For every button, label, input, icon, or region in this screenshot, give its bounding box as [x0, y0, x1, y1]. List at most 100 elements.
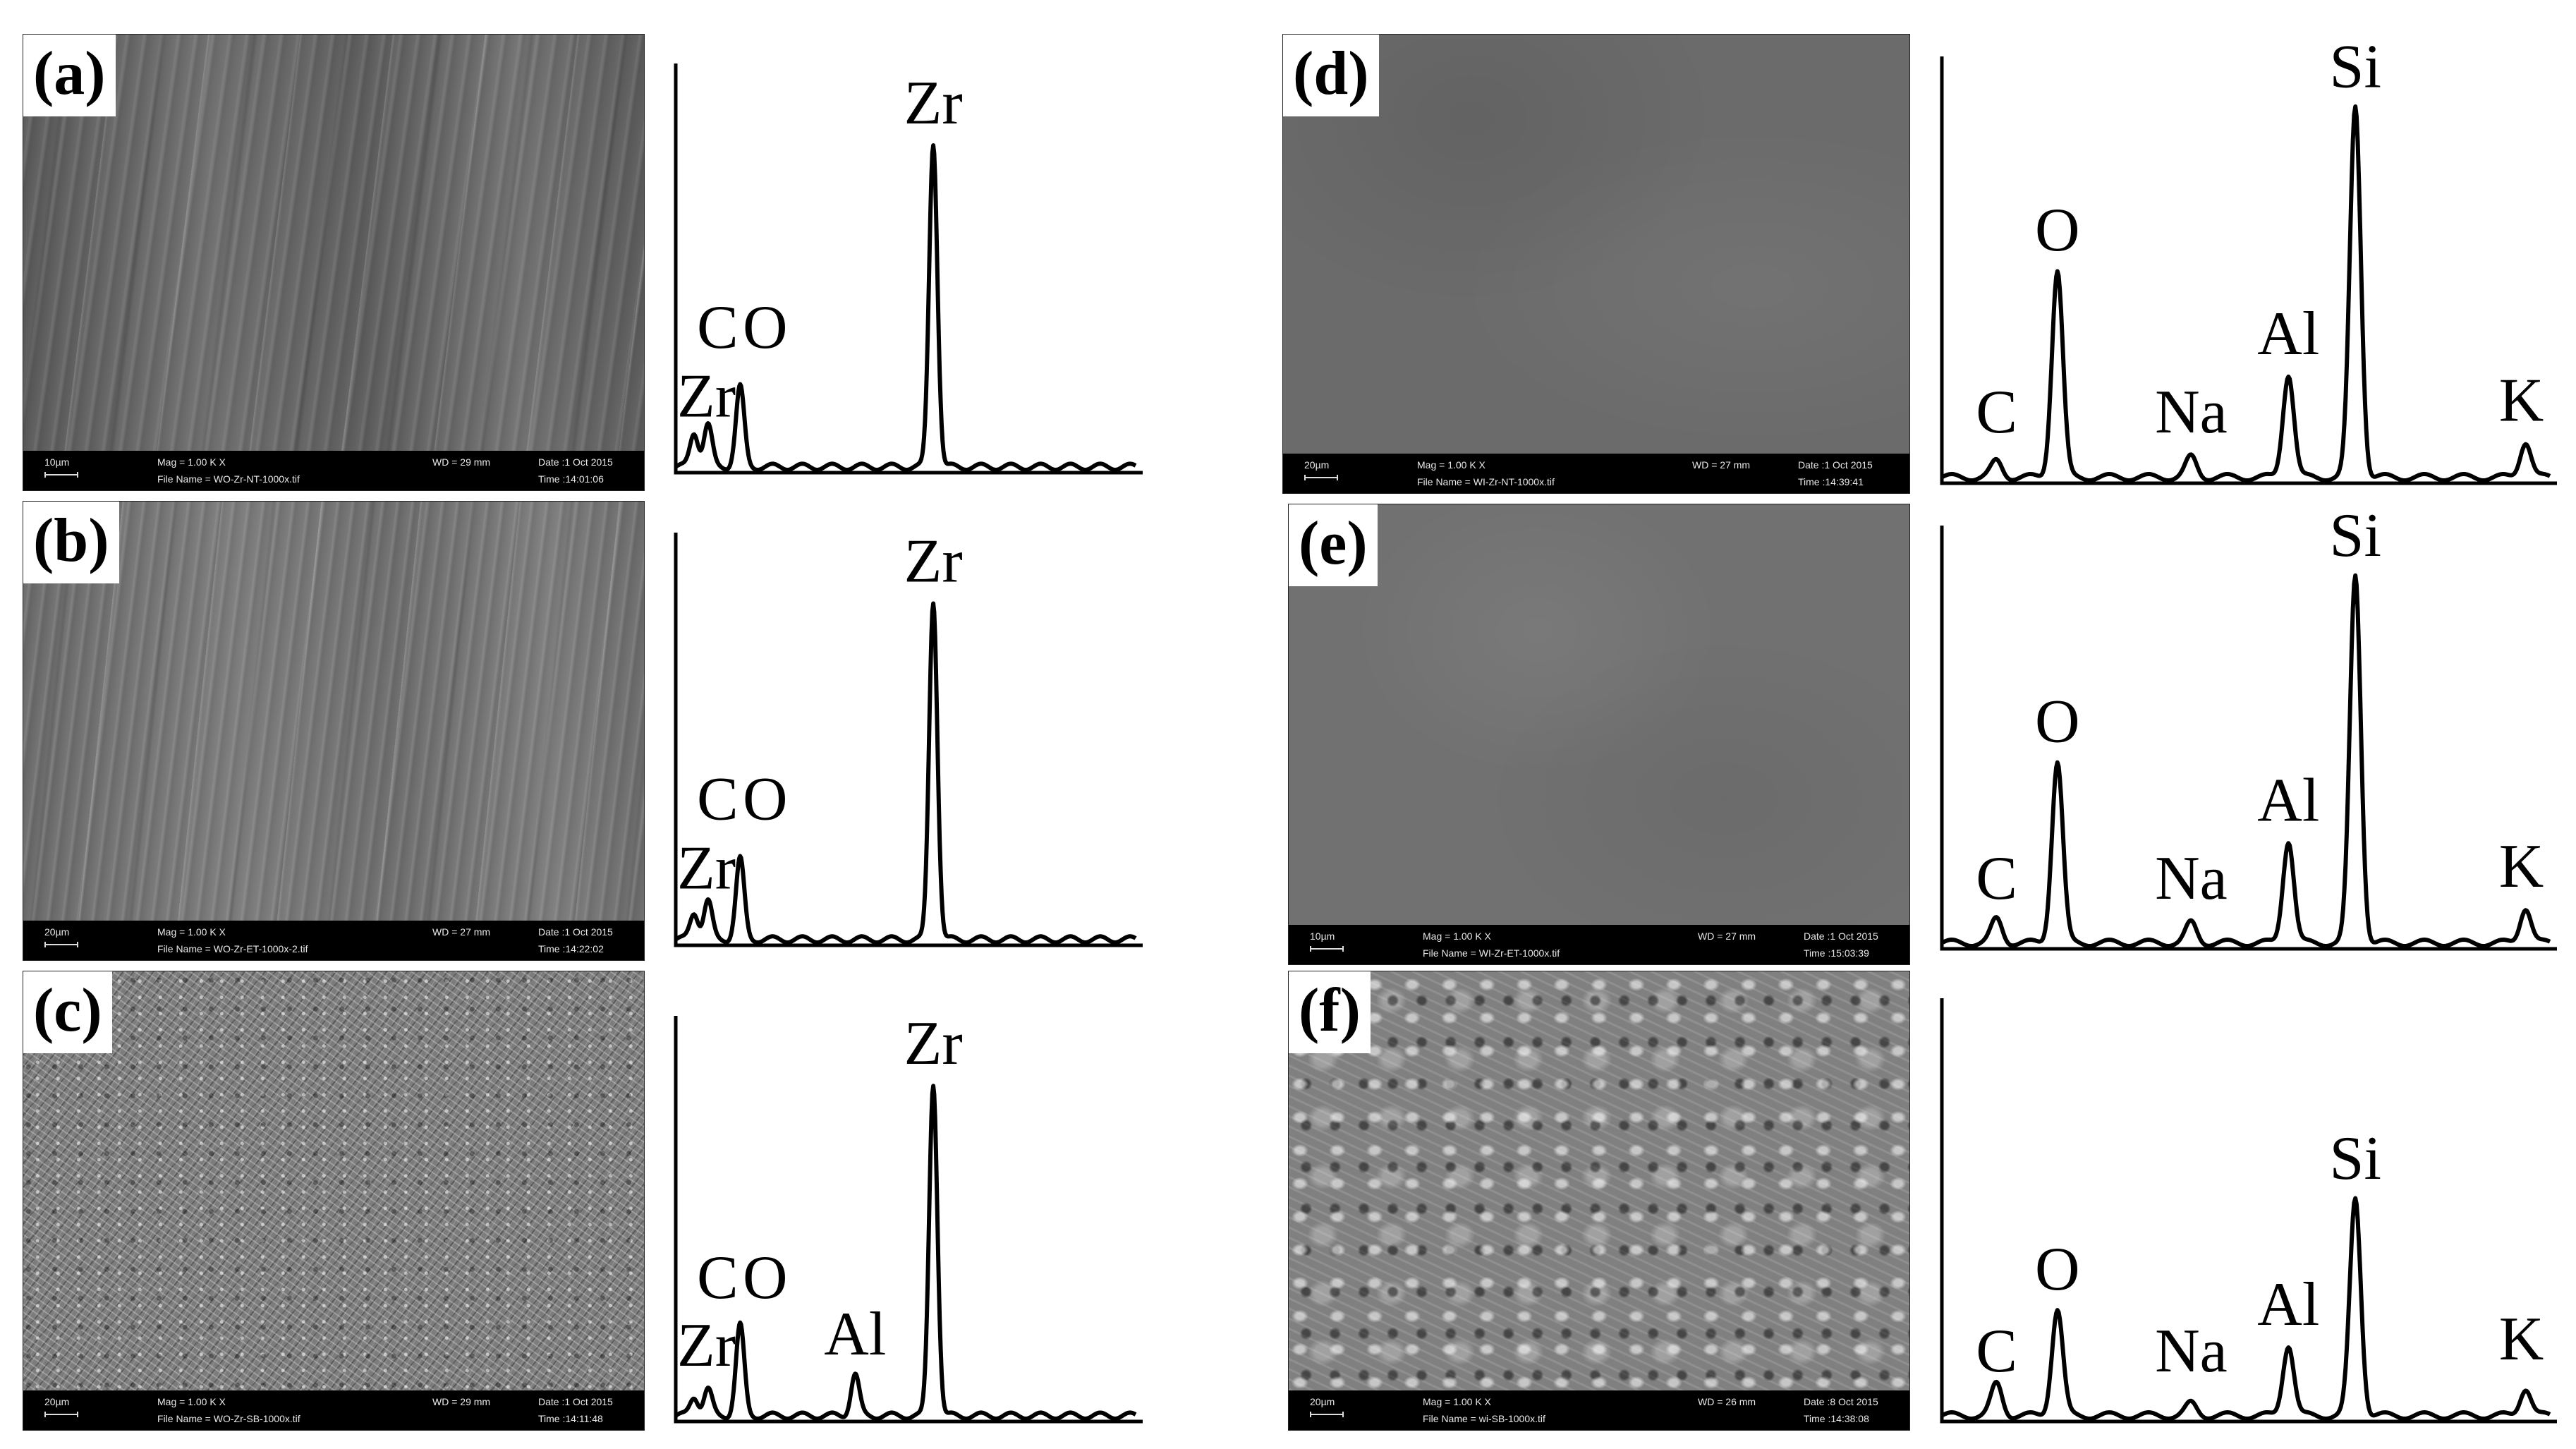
spectrum-line — [674, 601, 1137, 945]
time-text: Time :15:03:39 — [1804, 947, 1869, 959]
peak-label: Zr — [904, 1010, 963, 1078]
peak-label: K — [2499, 366, 2544, 435]
scale-bar — [1310, 1412, 1344, 1417]
file-text: File Name = WO-Zr-NT-1000x.tif — [157, 473, 300, 485]
sem-image-d: (d) 20µm Mag = 1.00 K X WD = 27 mm Date … — [1282, 34, 1910, 494]
file-text: File Name = WO-Zr-ET-1000x-2.tif — [157, 943, 308, 954]
scale-bar — [44, 472, 78, 478]
eds-spectrum-c: C O Zr Al Zr — [670, 1010, 1143, 1429]
peak-label: Zr — [677, 835, 736, 903]
peak-label: Si — [2330, 502, 2381, 570]
spectrum-line — [1940, 573, 2551, 948]
peak-label: C — [697, 765, 739, 834]
scale-text: 20µm — [1310, 1396, 1335, 1407]
date-text: Date :8 Oct 2015 — [1804, 1396, 1878, 1407]
scale-text: 20µm — [44, 1396, 70, 1407]
sem-texture — [23, 971, 644, 1390]
peak-label: Si — [2330, 33, 2381, 102]
eds-spectrum-e: C O Na Al Si K — [1936, 502, 2557, 956]
scale-bar — [44, 942, 78, 947]
peak-label: Al — [2257, 766, 2319, 835]
peak-label: Zr — [904, 69, 963, 138]
scale-text: 10µm — [44, 456, 70, 468]
sem-image-b: (b) 20µm Mag = 1.00 K X WD = 27 mm Date … — [23, 501, 645, 961]
file-text: File Name = WI-Zr-ET-1000x.tif — [1423, 947, 1560, 959]
date-text: Date :1 Oct 2015 — [538, 456, 613, 468]
mag-text: Mag = 1.00 K X — [1417, 459, 1486, 471]
sem-image-a: (a) 10µm Mag = 1.00 K X WD = 29 mm Date … — [23, 34, 645, 491]
date-text: Date :1 Oct 2015 — [538, 926, 613, 938]
scale-text: 20µm — [44, 926, 70, 938]
date-text: Date :1 Oct 2015 — [538, 1396, 613, 1407]
sem-databar: 20µm Mag = 1.00 K X WD = 29 mm Date :1 O… — [23, 1390, 644, 1430]
spectrum-line — [1940, 1196, 2551, 1421]
wd-text: WD = 27 mm — [432, 926, 491, 938]
wd-text: WD = 27 mm — [1692, 459, 1751, 471]
peak-label: Zr — [904, 527, 963, 595]
time-text: Time :14:11:48 — [538, 1413, 603, 1424]
date-text: Date :1 Oct 2015 — [1798, 459, 1873, 471]
peak-label: Al — [2257, 300, 2319, 368]
wd-text: WD = 29 mm — [432, 1396, 491, 1407]
peak-label: O — [2035, 196, 2080, 265]
spectrum-axes — [674, 1016, 1143, 1424]
panel-label: (d) — [1283, 35, 1379, 116]
wd-text: WD = 27 mm — [1698, 930, 1756, 942]
peak-label: K — [2499, 1305, 2544, 1374]
panel-label: (f) — [1289, 971, 1371, 1053]
spectrum-line — [674, 1084, 1137, 1421]
mag-text: Mag = 1.00 K X — [157, 1396, 226, 1407]
sem-databar: 20µm Mag = 1.00 K X WD = 27 mm Date :1 O… — [23, 921, 644, 960]
spectrum-line — [674, 143, 1137, 472]
peak-label: C — [1976, 378, 2017, 447]
eds-spectrum-a: C O Zr Zr — [670, 63, 1143, 480]
sem-texture — [23, 502, 644, 921]
panel-label: (c) — [23, 971, 112, 1053]
scale-bar — [1304, 475, 1338, 480]
mag-text: Mag = 1.00 K X — [157, 926, 226, 938]
scale-bar — [44, 1412, 78, 1417]
sem-image-e: (e) 10µm Mag = 1.00 K X WD = 27 mm Date … — [1288, 504, 1910, 965]
peak-label: Na — [2155, 1317, 2228, 1386]
spectrum-axes — [674, 63, 1143, 475]
time-text: Time :14:39:41 — [1798, 476, 1864, 487]
peak-label: O — [2035, 1235, 2080, 1304]
sem-databar: 20µm Mag = 1.00 K X WD = 27 mm Date :1 O… — [1283, 454, 1909, 493]
eds-spectrum-b: C O Zr Zr — [670, 527, 1143, 952]
file-text: File Name = WI-Zr-NT-1000x.tif — [1417, 476, 1555, 487]
peak-label: Na — [2155, 378, 2228, 447]
peak-label: Zr — [677, 1311, 736, 1380]
spectrum-axes — [1940, 526, 2557, 951]
scale-text: 20µm — [1304, 459, 1330, 471]
spectrum-axes — [674, 533, 1143, 947]
peak-label: K — [2499, 832, 2544, 901]
peak-label: C — [1976, 1317, 2017, 1386]
panel-label: (a) — [23, 35, 116, 116]
file-text: File Name = WO-Zr-SB-1000x.tif — [157, 1413, 300, 1424]
eds-spectrum-d: C O Na Al Si K — [1936, 33, 2557, 490]
peak-label: Na — [2155, 844, 2228, 913]
spectrum-line — [1940, 104, 2551, 483]
mag-text: Mag = 1.00 K X — [1423, 930, 1491, 942]
peak-label: O — [743, 765, 788, 834]
sem-texture — [1289, 504, 1909, 925]
panel-label: (e) — [1289, 504, 1378, 586]
sem-texture — [1283, 35, 1909, 454]
time-text: Time :14:38:08 — [1804, 1413, 1869, 1424]
date-text: Date :1 Oct 2015 — [1804, 930, 1878, 942]
sem-databar: 20µm Mag = 1.00 K X WD = 26 mm Date :8 O… — [1289, 1390, 1909, 1430]
sem-texture — [23, 35, 644, 451]
sem-image-f: (f) 20µm Mag = 1.00 K X WD = 26 mm Date … — [1288, 971, 1910, 1431]
mag-text: Mag = 1.00 K X — [1423, 1396, 1491, 1407]
scale-bar — [1310, 946, 1344, 952]
spectrum-axes — [1940, 56, 2557, 485]
scale-text: 10µm — [1310, 930, 1335, 942]
mag-text: Mag = 1.00 K X — [157, 456, 226, 468]
spectrum-axes — [1940, 998, 2557, 1424]
panel-label: (b) — [23, 502, 119, 583]
peak-label: O — [743, 293, 788, 362]
time-text: Time :14:01:06 — [538, 473, 604, 485]
file-text: File Name = wi-SB-1000x.tif — [1423, 1413, 1545, 1424]
peak-label: O — [2035, 687, 2080, 756]
sem-image-c: (c) 20µm Mag = 1.00 K X WD = 29 mm Date … — [23, 971, 645, 1431]
